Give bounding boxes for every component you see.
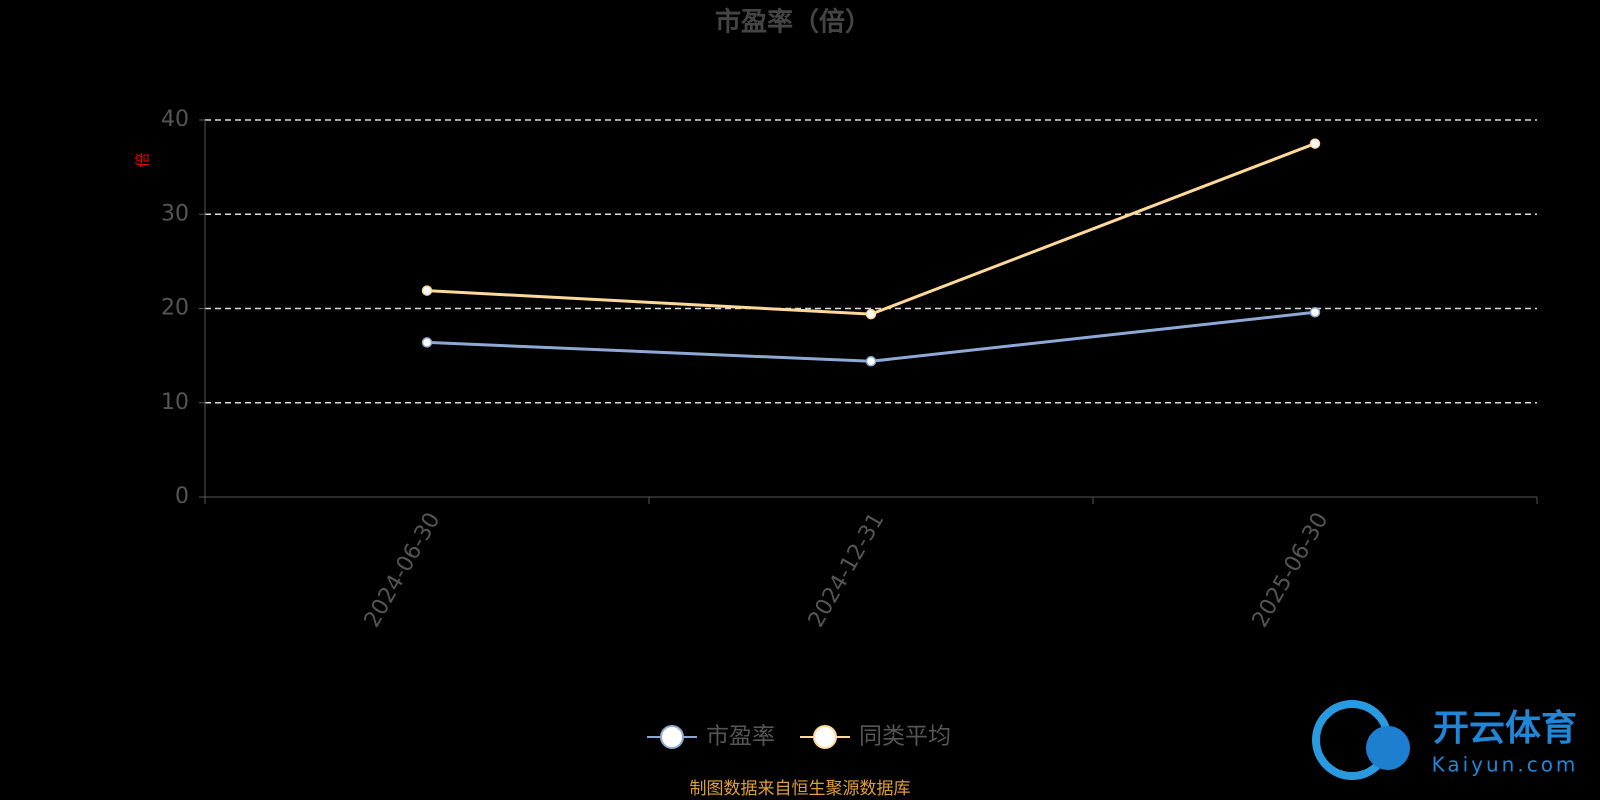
data-point [865,308,877,320]
legend-label: 市盈率 [706,724,775,750]
legend-marker [660,725,684,749]
y-axis-label: 倍 [134,152,152,167]
watermark-brand: 开云体育 [1433,708,1577,749]
data-point [1309,138,1321,149]
chart-title: 市盈率（倍） [715,7,871,38]
data-point [865,356,877,367]
legend-item: 市盈率 [647,724,775,750]
y-tick-label: 0 [175,484,189,509]
footer: 制图数据来自恒生聚源数据库 [690,779,911,799]
y-tick-label: 40 [161,107,189,132]
y-tick-label: 10 [161,390,189,415]
logo-ball [1366,726,1410,770]
y-tick-label: 20 [161,296,189,321]
data-point [421,285,433,296]
y-tick-label: 30 [161,201,189,226]
legend-label: 同类平均 [859,724,951,750]
data-point [1309,307,1321,318]
legend-item: 同类平均 [800,724,951,750]
legend-marker [813,725,837,749]
data-point [421,337,433,348]
watermark: 开云体育 Kaiyun.com [1312,700,1579,780]
watermark-site: Kaiyun.com [1432,753,1579,777]
